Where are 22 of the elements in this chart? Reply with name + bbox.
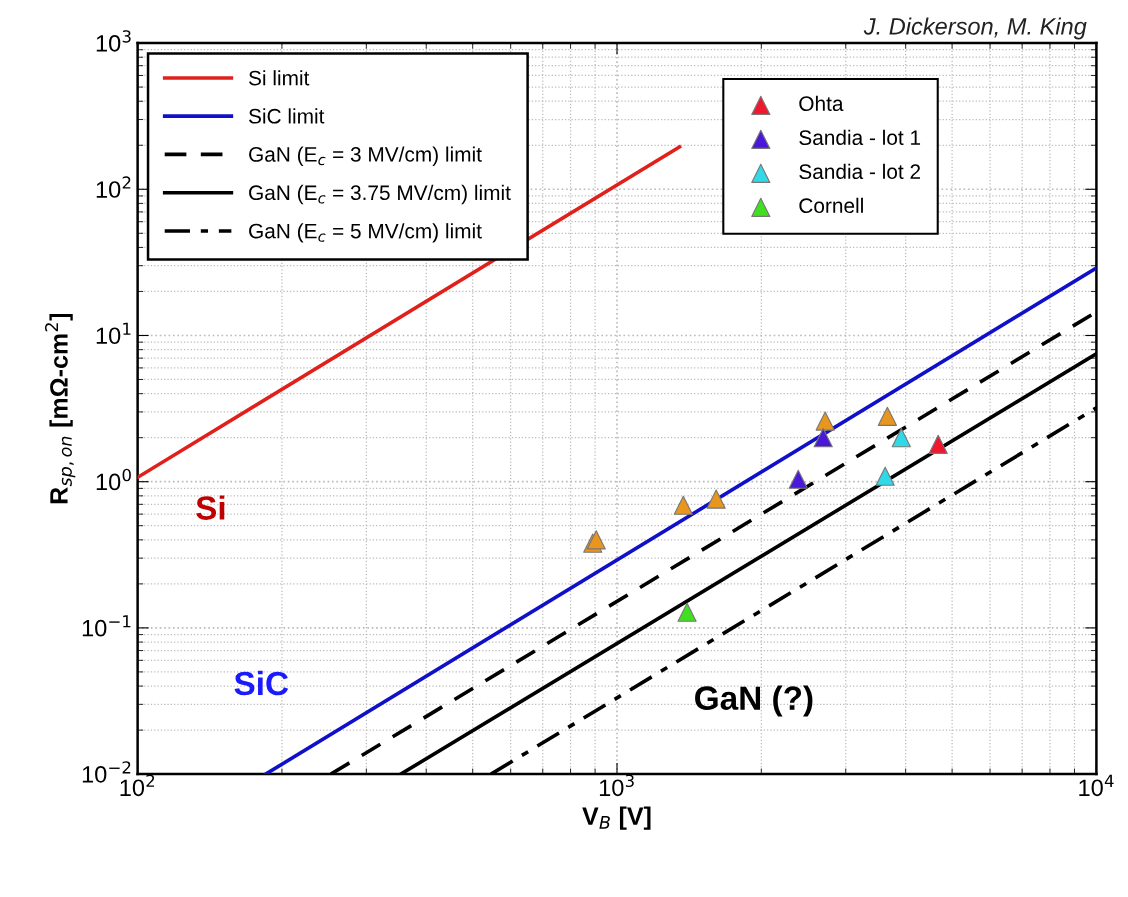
x-axis-title: V$_{B}$ [V] xyxy=(582,806,651,830)
legend-label: Sandia - lot 1 xyxy=(799,129,921,146)
y-tick-label: 10$^{3}$ xyxy=(96,30,131,52)
x-tick-label: 10$^{4}$ xyxy=(1079,774,1114,797)
y-tick-label: 10$^{2}$ xyxy=(96,176,131,198)
annotation: GaN (?) xyxy=(695,685,813,717)
annotation: SiC xyxy=(234,670,289,696)
y-tick-label: 10$^{−1}$ xyxy=(82,615,131,637)
legend-label: GaN (E$_{c}$ = 5 MV/cm) limit xyxy=(249,223,482,243)
y-tick-label: 10$^{0}$ xyxy=(96,468,131,491)
legend-label: Si limit xyxy=(248,70,310,86)
legend-label: Ohta xyxy=(799,95,844,112)
legend-label: GaN (E$_{c}$ = 3 MV/cm) limit xyxy=(249,146,482,166)
annotation: Si xyxy=(196,495,225,520)
legend-label: SiC limit xyxy=(248,108,325,124)
legend-label: GaN (E$_{c}$ = 3.75 MV/cm) limit xyxy=(249,184,511,205)
text: J. Dickerson, M. King xyxy=(863,17,1087,40)
y-tick-label: 10$^{1}$ xyxy=(96,322,131,345)
y-axis-title: R$_{sp,on}$ [mΩ-cm$^{2}$] xyxy=(44,313,76,504)
legend-label: Cornell xyxy=(799,197,863,214)
legend-label: Sandia - lot 2 xyxy=(799,163,921,180)
x-tick-label: 10$^{3}$ xyxy=(599,774,634,797)
